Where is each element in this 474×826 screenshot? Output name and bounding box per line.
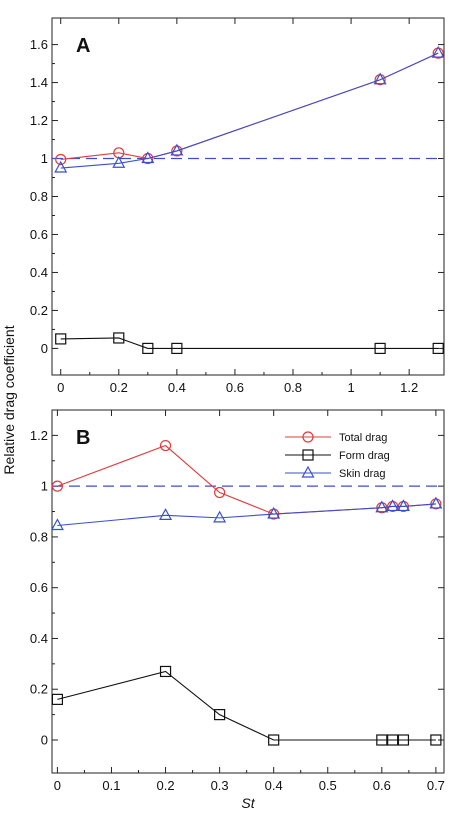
y-tick-label: 0.4 bbox=[30, 265, 48, 280]
legend: Total drag Form drag Skin drag bbox=[285, 431, 390, 480]
legend-marker-form bbox=[302, 449, 314, 461]
data-point-form bbox=[432, 342, 444, 355]
y-tick-label: 0.8 bbox=[30, 529, 48, 544]
x-tick-label: 0.4 bbox=[265, 778, 283, 793]
x-tick-label: 0.2 bbox=[110, 380, 128, 395]
data-point-form bbox=[55, 333, 67, 345]
data-point-form bbox=[113, 332, 125, 344]
x-tick-label: 0 bbox=[54, 778, 61, 793]
series-line-skin bbox=[57, 503, 436, 527]
y-tick-label: 0.2 bbox=[30, 303, 48, 318]
data-point-total bbox=[55, 153, 67, 166]
y-tick-label: 0 bbox=[41, 341, 48, 356]
data-point-skin bbox=[50, 518, 64, 531]
data-point-skin bbox=[112, 156, 126, 168]
series-form bbox=[51, 665, 442, 746]
panel-label: A bbox=[76, 35, 90, 57]
y-tick-label: 1.6 bbox=[30, 37, 48, 52]
series-line-form bbox=[60, 337, 439, 349]
y-tick-label: 0.4 bbox=[30, 631, 48, 646]
y-tick-label: 1.4 bbox=[30, 75, 48, 90]
data-point-skin bbox=[386, 499, 400, 512]
data-point-form bbox=[430, 734, 442, 746]
series-line-skin bbox=[60, 52, 439, 169]
plot-frame bbox=[51, 409, 445, 774]
panel-a: 0 0.2 0.4 0.6 0.8 1 1.2 1.4 1.6 0 0.2 0.4 0.6 0.8 1 1.2… bbox=[30, 17, 445, 395]
y-tick-label: 1.2 bbox=[30, 113, 48, 128]
data-point-skin bbox=[429, 496, 443, 509]
x-tick-label: 0.3 bbox=[211, 778, 229, 793]
data-point-skin bbox=[396, 499, 410, 512]
x-tick-label: 0.6 bbox=[226, 380, 244, 395]
data-point-form bbox=[376, 734, 388, 746]
legend-label-form: Form drag bbox=[339, 450, 390, 462]
data-point-skin bbox=[54, 160, 68, 173]
series-line-form bbox=[57, 670, 436, 741]
data-point-skin bbox=[375, 500, 389, 513]
data-point-total bbox=[214, 486, 226, 499]
y-tick-label: 0.6 bbox=[30, 580, 48, 595]
x-tick-label: 0.2 bbox=[157, 778, 175, 793]
data-point-form bbox=[397, 734, 410, 746]
data-point-form bbox=[374, 342, 386, 355]
data-point-form bbox=[51, 693, 64, 705]
data-point-skin bbox=[159, 508, 173, 520]
x-tick-label: 0 bbox=[57, 380, 64, 395]
data-point-form bbox=[268, 734, 280, 746]
y-tick-label: 0.8 bbox=[30, 189, 48, 204]
x-tick-label: 1 bbox=[347, 380, 354, 395]
panel-label: B bbox=[76, 427, 90, 449]
series-line-total bbox=[60, 52, 439, 161]
series-skin bbox=[54, 45, 445, 173]
y-tick-label: 0.6 bbox=[30, 227, 48, 242]
x-tick-label: 1.2 bbox=[400, 380, 418, 395]
data-point-form bbox=[171, 342, 183, 355]
data-point-total bbox=[159, 439, 172, 452]
data-point-skin bbox=[431, 45, 445, 58]
x-tick-label: 0.6 bbox=[373, 778, 391, 793]
data-point-form bbox=[387, 734, 399, 746]
panel-b: 0 0.2 0.4 0.6 0.8 1 1.2 0 0.1 0.2 0.3 0.4 0.5 0.6 0.7 B… bbox=[30, 409, 445, 793]
data-point-form bbox=[142, 342, 154, 355]
x-tick-label: 0.8 bbox=[284, 380, 302, 395]
x-tick-label: 0.1 bbox=[102, 778, 120, 793]
y-tick-label: 1 bbox=[41, 479, 48, 494]
y-tick-label: 1.2 bbox=[30, 428, 48, 443]
x-axis-title: St bbox=[241, 795, 255, 811]
y-tick-label: 0 bbox=[41, 733, 48, 748]
data-point-form bbox=[159, 665, 172, 678]
y-tick-label: 0.2 bbox=[30, 682, 48, 697]
x-tick-label: 0.4 bbox=[168, 380, 186, 395]
data-point-skin bbox=[170, 143, 184, 156]
x-tick-label: 0.5 bbox=[319, 778, 337, 793]
data-point-skin bbox=[141, 151, 155, 164]
legend-marker-total bbox=[302, 431, 314, 443]
legend-label-total: Total drag bbox=[339, 432, 387, 444]
y-tick-label: 1 bbox=[41, 151, 48, 166]
legend-label-skin: Skin drag bbox=[339, 468, 385, 480]
plot-frame bbox=[51, 17, 445, 376]
legend-marker-skin bbox=[301, 465, 315, 478]
x-tick-label: 0.7 bbox=[427, 778, 445, 793]
data-point-skin bbox=[213, 510, 227, 523]
data-point-total bbox=[51, 480, 64, 492]
data-point-skin bbox=[373, 72, 387, 85]
data-point-skin bbox=[267, 506, 281, 519]
series-skin bbox=[50, 496, 443, 531]
data-point-form bbox=[214, 709, 226, 721]
y-axis-title: Relative drag coefficient bbox=[1, 325, 17, 474]
series-total bbox=[55, 47, 444, 166]
series-form bbox=[55, 332, 444, 355]
